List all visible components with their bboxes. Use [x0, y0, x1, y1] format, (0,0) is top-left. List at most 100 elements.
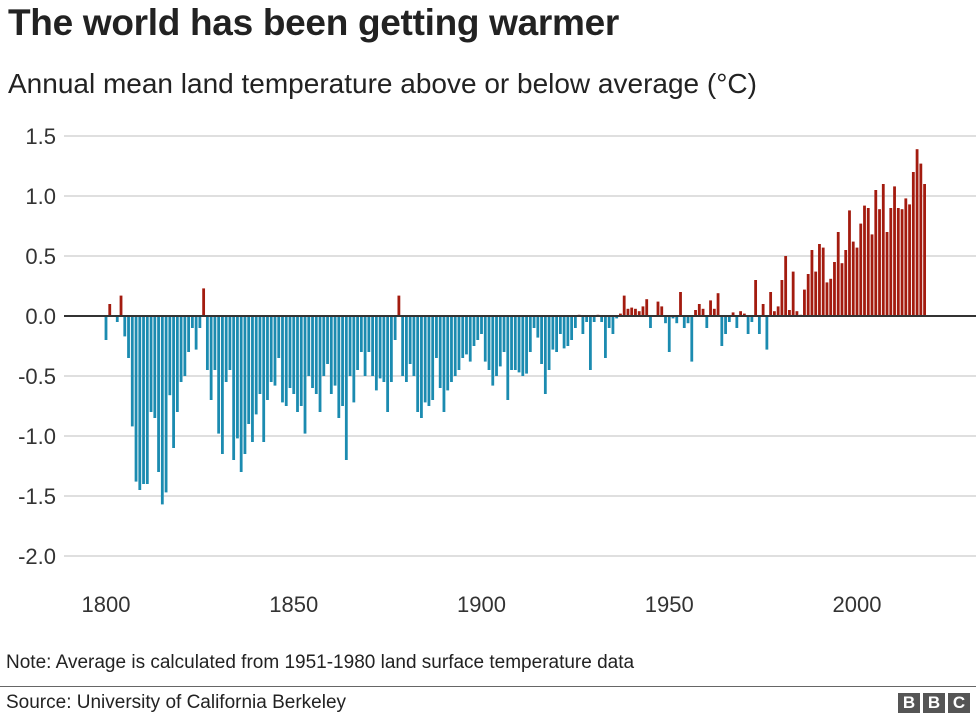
bar-1988 [810, 250, 814, 316]
bar-1864 [344, 316, 348, 460]
bar-1885 [423, 316, 427, 403]
bar-1809 [138, 316, 142, 490]
bar-1845 [273, 316, 277, 386]
bar-1983 [791, 271, 795, 316]
bar-1964 [720, 316, 724, 346]
bbc-logo-letter: C [948, 693, 970, 713]
bar-1837 [243, 316, 247, 454]
bar-1968 [735, 316, 739, 328]
bar-1999 [851, 241, 855, 316]
bar-1992 [825, 282, 829, 316]
bar-1886 [427, 316, 431, 406]
bar-1917 [543, 316, 547, 394]
x-tick-label: 1900 [457, 592, 506, 617]
bar-1936 [615, 316, 619, 319]
bar-2007 [881, 184, 885, 316]
chart-title: The world has been getting warmer [8, 2, 619, 43]
bar-1878 [397, 295, 401, 316]
bar-1980 [780, 280, 784, 316]
bar-1868 [359, 316, 363, 352]
bar-1977 [769, 292, 773, 316]
bar-1823 [190, 316, 194, 328]
bar-1844 [269, 316, 273, 382]
bar-1805 [123, 316, 127, 337]
bar-1934 [607, 316, 611, 328]
bar-1963 [716, 293, 720, 316]
x-tick-label: 1800 [82, 592, 131, 617]
bar-1947 [656, 301, 660, 316]
bar-1910 [517, 316, 521, 373]
bar-1962 [712, 308, 716, 316]
bar-1969 [739, 311, 742, 316]
bbc-logo-letter: B [923, 693, 945, 713]
bar-1995 [836, 232, 840, 316]
bar-1966 [727, 316, 731, 322]
bar-1928 [585, 316, 589, 322]
bar-1940 [630, 307, 634, 316]
bar-1961 [709, 300, 712, 316]
bar-1905 [498, 316, 502, 367]
bar-1973 [754, 280, 758, 316]
bar-1897 [468, 316, 472, 362]
bar-1982 [788, 310, 791, 316]
bar-1887 [431, 316, 435, 400]
bar-1955 [686, 316, 690, 324]
bar-1951 [671, 316, 675, 319]
bar-1883 [416, 316, 420, 412]
bar-1861 [333, 316, 337, 386]
bar-2004 [870, 234, 874, 316]
bar-1828 [209, 316, 213, 400]
bar-1967 [731, 312, 735, 316]
bar-1942 [637, 311, 641, 316]
bar-1851 [296, 316, 299, 412]
bar-1960 [705, 316, 709, 328]
bar-1915 [536, 316, 540, 338]
bar-1870 [367, 316, 371, 352]
bar-1804 [119, 295, 123, 316]
bar-1948 [660, 306, 664, 316]
bar-1877 [393, 316, 397, 340]
bar-1890 [442, 316, 446, 412]
bar-1872 [374, 316, 378, 391]
bar-1842 [262, 316, 266, 442]
bar-1904 [495, 316, 498, 376]
bar-1801 [108, 304, 112, 316]
bar-1916 [540, 316, 543, 364]
bar-1800 [104, 316, 108, 340]
bar-1998 [848, 210, 851, 316]
bar-1808 [134, 316, 138, 482]
bar-1971 [746, 316, 750, 334]
bar-1920 [555, 316, 558, 352]
bar-1959 [701, 308, 705, 316]
y-tick-label: 0.5 [25, 244, 56, 269]
bar-1909 [513, 316, 517, 370]
bar-1984 [795, 311, 799, 316]
bar-1806 [127, 316, 130, 358]
bar-1829 [213, 316, 217, 370]
bar-1918 [547, 316, 551, 370]
bar-1996 [840, 263, 844, 316]
bar-1930 [592, 316, 596, 322]
bar-1831 [221, 316, 224, 454]
bar-1941 [634, 308, 637, 316]
bar-1927 [581, 316, 585, 334]
bar-1889 [438, 316, 442, 388]
bar-1989 [814, 271, 818, 316]
bar-1825 [198, 316, 202, 328]
bar-1849 [288, 316, 292, 388]
y-axis-labels: 1.5 1.0 0.5 0.0 -0.5 -1.0 -1.5 -2.0 [18, 124, 56, 569]
bar-1970 [742, 313, 746, 316]
bar-1907 [506, 316, 510, 400]
bar-1875 [386, 316, 390, 412]
bar-1803 [115, 316, 119, 322]
bar-1810 [142, 316, 145, 484]
bar-1994 [833, 262, 836, 316]
bar-2014 [908, 204, 911, 316]
bar-2010 [893, 186, 896, 316]
bar-1850 [292, 316, 296, 394]
bar-1865 [348, 316, 352, 376]
bar-1813 [153, 316, 157, 418]
bar-1833 [228, 316, 232, 370]
bar-2018 [923, 184, 926, 316]
bar-1841 [258, 316, 262, 394]
